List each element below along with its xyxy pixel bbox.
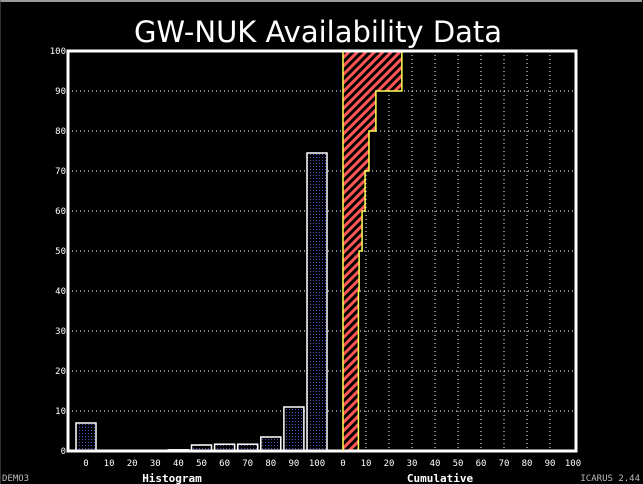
cumulative-x-tick-label: 50 <box>453 459 464 469</box>
y-tick-label: 90 <box>55 87 66 97</box>
cumulative-x-tick-label: 80 <box>522 459 533 469</box>
footer-right: ICARUS 2.44 <box>580 474 640 484</box>
y-tick-label: 0 <box>61 447 66 457</box>
cumulative-x-tick-label: 90 <box>545 459 556 469</box>
y-tick-label: 30 <box>55 327 66 337</box>
histogram-bar <box>283 406 305 452</box>
y-tick-label: 40 <box>55 287 66 297</box>
cumulative-x-tick-label: 30 <box>407 459 418 469</box>
histogram-x-tick-label: 100 <box>309 459 325 469</box>
y-tick-label: 50 <box>55 247 66 257</box>
cumulative-x-tick-label: 100 <box>565 459 581 469</box>
plot-frame <box>66 49 578 453</box>
cumulative-axis-label: Cumulative <box>407 472 474 484</box>
cumulative-x-tick-label: 10 <box>361 459 372 469</box>
cumulative-x-tick-label: 40 <box>430 459 441 469</box>
cumulative-x-tick-label: 0 <box>340 459 345 469</box>
y-tick-label: 20 <box>55 367 66 377</box>
histogram-x-tick-label: 30 <box>150 459 161 469</box>
histogram-x-tick-label: 90 <box>288 459 299 469</box>
histogram-x-tick-label: 80 <box>265 459 276 469</box>
y-tick-label: 70 <box>55 167 66 177</box>
histogram-x-tick-label: 50 <box>196 459 207 469</box>
chart-title: GW-NUK Availability Data <box>134 15 502 49</box>
cumulative-x-tick-label: 70 <box>499 459 510 469</box>
histogram-x-tick-label: 40 <box>173 459 184 469</box>
histogram-x-tick-label: 20 <box>127 459 138 469</box>
histogram-x-tick-label: 0 <box>83 459 88 469</box>
histogram-bar <box>75 422 97 452</box>
footer-left: DEMO3 <box>2 474 29 484</box>
histogram-axis-label: Histogram <box>142 472 202 484</box>
y-tick-label: 80 <box>55 127 66 137</box>
histogram-x-tick-label: 10 <box>104 459 115 469</box>
histogram-bar <box>306 152 328 452</box>
cumulative-x-tick-label: 60 <box>476 459 487 469</box>
y-tick-label: 100 <box>50 47 66 57</box>
histogram-bar <box>260 436 282 452</box>
y-tick-label: 60 <box>55 207 66 217</box>
histogram-x-tick-label: 70 <box>242 459 253 469</box>
cumulative-x-tick-label: 20 <box>384 459 395 469</box>
cumulative-area <box>342 50 403 452</box>
y-tick-label: 10 <box>55 407 66 417</box>
histogram-x-tick-label: 60 <box>219 459 230 469</box>
